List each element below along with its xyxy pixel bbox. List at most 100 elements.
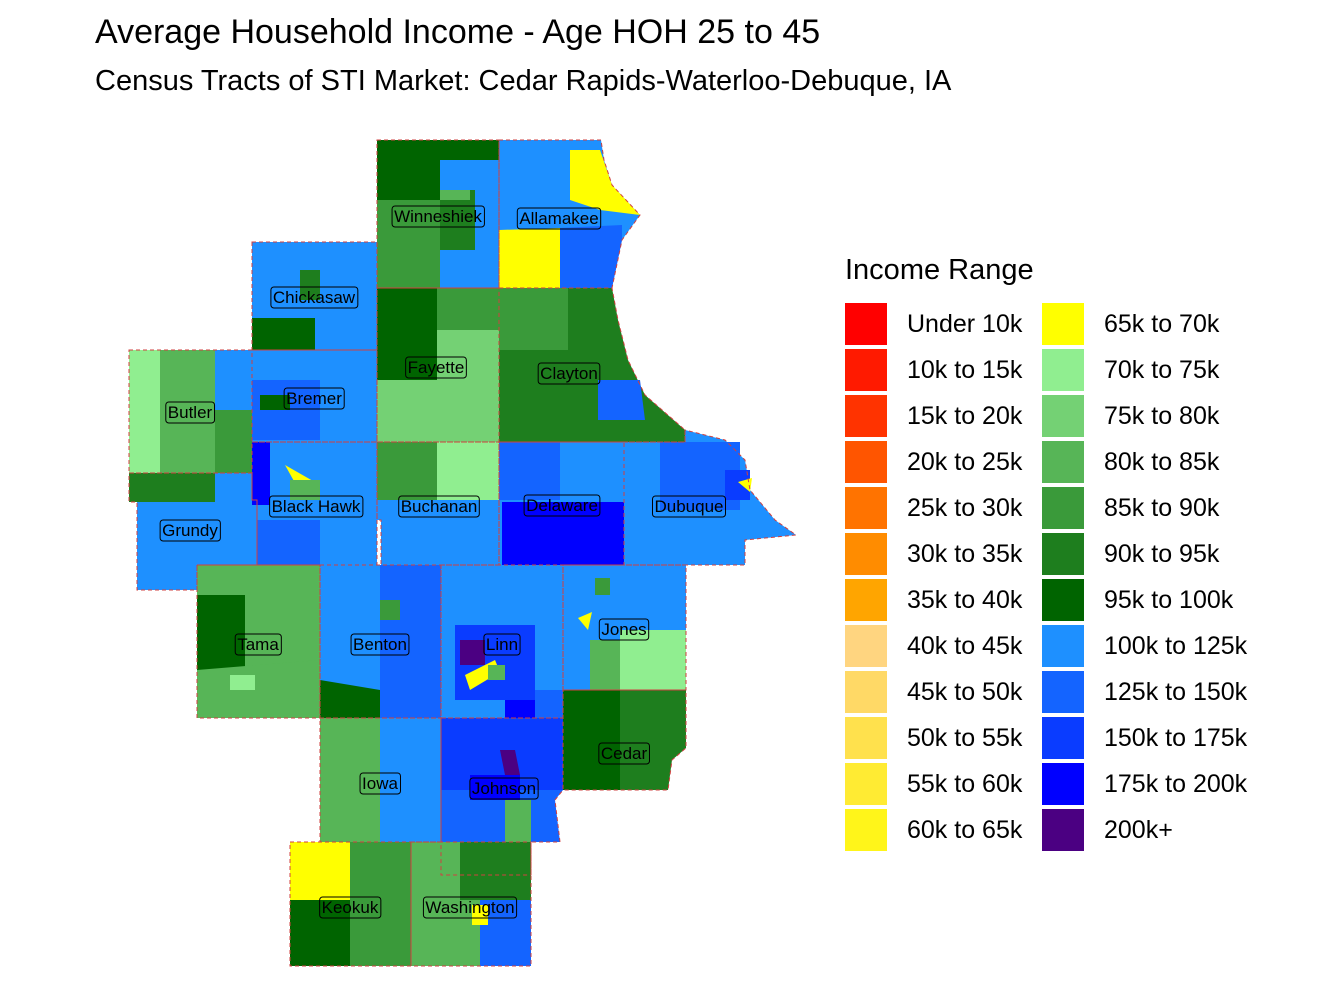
- legend-label: 60k to 65k: [907, 815, 1023, 844]
- legend-swatch: [1042, 349, 1084, 391]
- county-label-text: Black Hawk: [272, 497, 361, 516]
- tract-patches: [129, 140, 752, 966]
- county-label-box: [319, 896, 382, 919]
- legend-label: 125k to 150k: [1104, 677, 1248, 706]
- county-label: Washington: [422, 896, 518, 919]
- county-label: Black Hawk: [269, 495, 364, 518]
- county-label-box: [598, 618, 650, 641]
- county-border: [410, 841, 532, 967]
- county-borders: [128, 139, 798, 967]
- county-label-box: [651, 495, 727, 518]
- county-label-box: [469, 777, 539, 800]
- tract-patch: [252, 442, 270, 505]
- county-label: Jones: [598, 618, 650, 641]
- legend-label: 175k to 200k: [1104, 769, 1248, 798]
- county-label: Butler: [165, 401, 216, 424]
- tract-patch: [160, 350, 215, 473]
- county-label: Johnson: [469, 777, 539, 800]
- tract-patch: [480, 900, 531, 966]
- county-label-box: [270, 286, 359, 309]
- county-label-text: Benton: [353, 635, 407, 654]
- legend-item: 85k to 90k: [1042, 485, 1252, 531]
- county-shape: [129, 473, 257, 590]
- tract-patch: [300, 270, 320, 300]
- legend-swatch: [1042, 395, 1084, 437]
- county-border: [623, 429, 798, 566]
- tract-patch: [460, 842, 531, 900]
- legend-label: 75k to 80k: [1104, 401, 1220, 430]
- county-label-box: [523, 494, 601, 517]
- legend-swatch: [1042, 717, 1084, 759]
- legend-item: 80k to 85k: [1042, 439, 1252, 485]
- county-label: Keokuk: [319, 896, 382, 919]
- legend-label: 95k to 100k: [1104, 585, 1234, 614]
- legend-swatch: [1042, 303, 1084, 345]
- county-label-text: Tama: [237, 635, 279, 654]
- legend-item: 30k to 35k: [845, 531, 1042, 577]
- tract-patch: [563, 690, 620, 790]
- tract-patch: [257, 520, 320, 565]
- county-label: Linn: [483, 633, 521, 656]
- tract-patch: [470, 775, 520, 800]
- legend: Under 10k 10k to 15k 15k to 20k 20k to 25k 2…: [845, 301, 1252, 853]
- tract-patch: [620, 630, 686, 690]
- legend-item: 55k to 60k: [845, 761, 1042, 807]
- legend-swatch: [845, 671, 887, 713]
- legend-label: 40k to 45k: [907, 631, 1023, 660]
- county-label-box: [483, 633, 521, 656]
- legend-item: 10k to 15k: [845, 347, 1042, 393]
- county-label: Iowa: [359, 772, 401, 795]
- legend-label: 150k to 175k: [1104, 723, 1248, 752]
- tract-patch: [535, 690, 563, 718]
- county-label-text: Chickasaw: [273, 288, 356, 307]
- county-label-text: Cedar: [601, 744, 648, 763]
- legend-item: 70k to 75k: [1042, 347, 1252, 393]
- legend-label: 90k to 95k: [1104, 539, 1220, 568]
- legend-label: 20k to 25k: [907, 447, 1023, 476]
- legend-swatch: [1042, 625, 1084, 667]
- tract-patch: [377, 442, 437, 500]
- legend-label: 70k to 75k: [1104, 355, 1220, 384]
- legend-swatch: [845, 809, 887, 851]
- county-label-text: Johnson: [472, 779, 536, 798]
- legend-label: 15k to 20k: [907, 401, 1023, 430]
- county-label-text: Jones: [601, 620, 646, 639]
- tract-patch: [380, 600, 400, 620]
- tract-patch: [598, 380, 645, 420]
- legend-swatch: [1042, 533, 1084, 575]
- tract-patch: [500, 750, 520, 775]
- county-label-box: [516, 207, 602, 230]
- tract-patch: [488, 665, 505, 680]
- legend-label: 25k to 30k: [907, 493, 1023, 522]
- county-label-text: Clayton: [540, 364, 598, 383]
- legend-item: 175k to 200k: [1042, 761, 1252, 807]
- legend-item: 95k to 100k: [1042, 577, 1252, 623]
- county-label-box: [159, 519, 221, 542]
- tract-patch: [499, 228, 560, 288]
- legend-item: 20k to 25k: [845, 439, 1042, 485]
- county-label-box: [391, 205, 485, 228]
- tract-patch: [260, 395, 290, 410]
- tract-patch: [505, 800, 531, 842]
- tract-patch: [502, 502, 624, 565]
- legend-item: 35k to 40k: [845, 577, 1042, 623]
- tract-patch: [725, 470, 750, 500]
- tract-patch: [499, 288, 568, 350]
- legend-swatch: [845, 303, 887, 345]
- county-label-text: Winneshiek: [394, 207, 482, 226]
- legend-swatch: [1042, 763, 1084, 805]
- legend-item: Under 10k: [845, 301, 1042, 347]
- tract-patch: [377, 200, 440, 288]
- legend-swatch: [845, 533, 887, 575]
- legend-item: 90k to 95k: [1042, 531, 1252, 577]
- county-label-box: [283, 387, 345, 410]
- county-label-text: Washington: [425, 898, 514, 917]
- tract-patch: [437, 442, 499, 500]
- county-label-box: [359, 772, 401, 795]
- legend-item: 150k to 175k: [1042, 715, 1252, 761]
- county-label-box: [269, 495, 364, 518]
- tract-patch: [290, 900, 350, 966]
- tract-patch: [197, 595, 245, 670]
- tract-patch: [410, 420, 428, 440]
- tract-patch: [252, 318, 315, 350]
